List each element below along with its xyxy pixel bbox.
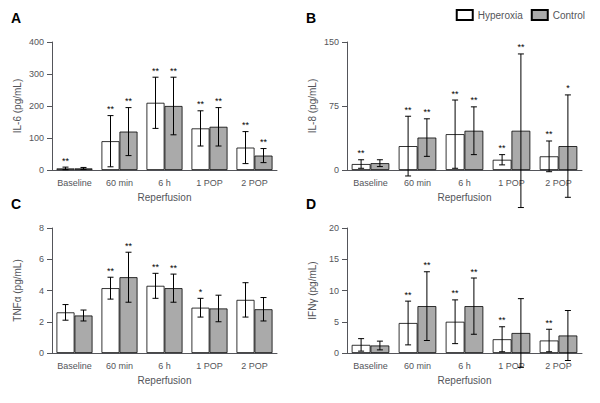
svg-text:*: * <box>566 83 570 93</box>
svg-text:400: 400 <box>29 37 44 47</box>
svg-text:150: 150 <box>324 37 339 47</box>
svg-text:**: ** <box>405 105 413 115</box>
svg-text:75: 75 <box>329 101 339 111</box>
svg-text:2: 2 <box>39 317 44 327</box>
svg-text:6 h: 6 h <box>458 178 471 188</box>
svg-text:Reperfusion: Reperfusion <box>438 375 492 386</box>
svg-text:5: 5 <box>334 317 339 327</box>
svg-text:1 POP: 1 POP <box>196 178 223 188</box>
svg-text:300: 300 <box>29 69 44 79</box>
svg-text:1 POP: 1 POP <box>498 177 525 188</box>
svg-text:Reperfusion: Reperfusion <box>438 192 492 203</box>
svg-text:60 min: 60 min <box>106 178 133 188</box>
svg-text:6 h: 6 h <box>158 178 171 188</box>
svg-text:IFNγ (pg/mL): IFNγ (pg/mL) <box>307 261 318 319</box>
svg-text:**: ** <box>152 66 160 76</box>
svg-text:**: ** <box>499 315 507 325</box>
svg-text:Baseline: Baseline <box>57 178 92 188</box>
svg-text:0: 0 <box>39 348 44 358</box>
svg-text:6 h: 6 h <box>158 361 171 371</box>
svg-text:**: ** <box>546 318 554 328</box>
svg-text:**: ** <box>405 290 413 300</box>
svg-text:60 min: 60 min <box>106 361 133 371</box>
svg-text:Control: Control <box>553 10 585 21</box>
svg-text:**: ** <box>170 263 178 273</box>
svg-text:B: B <box>306 10 316 26</box>
svg-text:2 POP: 2 POP <box>241 178 268 188</box>
svg-text:**: ** <box>423 107 431 117</box>
svg-text:**: ** <box>470 95 478 105</box>
svg-text:20: 20 <box>329 223 339 233</box>
svg-text:Baseline: Baseline <box>57 361 92 371</box>
svg-text:2 POP: 2 POP <box>545 177 572 188</box>
svg-text:**: ** <box>152 262 160 272</box>
svg-text:Reperfusion: Reperfusion <box>138 375 192 386</box>
svg-text:**: ** <box>107 266 115 276</box>
svg-text:**: ** <box>358 148 366 158</box>
svg-text:**: ** <box>499 143 507 153</box>
svg-text:TNFα (pg/mL): TNFα (pg/mL) <box>12 259 23 321</box>
svg-text:*: * <box>199 287 203 297</box>
svg-text:**: ** <box>452 89 460 99</box>
svg-text:60 min: 60 min <box>404 178 431 188</box>
svg-text:8: 8 <box>39 223 44 233</box>
svg-text:100: 100 <box>29 133 44 143</box>
svg-text:6: 6 <box>39 254 44 264</box>
svg-text:1 POP: 1 POP <box>498 360 525 371</box>
svg-text:0: 0 <box>334 348 339 358</box>
svg-text:**: ** <box>517 42 525 52</box>
svg-text:200: 200 <box>29 101 44 111</box>
svg-text:**: ** <box>423 260 431 270</box>
svg-text:IL-6 (pg/mL): IL-6 (pg/mL) <box>12 79 23 133</box>
svg-text:**: ** <box>107 104 115 114</box>
svg-text:Reperfusion: Reperfusion <box>138 192 192 203</box>
svg-text:**: ** <box>125 241 133 251</box>
svg-text:D: D <box>306 196 316 212</box>
svg-text:**: ** <box>470 267 478 277</box>
svg-text:**: ** <box>546 129 554 139</box>
svg-text:IL-8 (pg/mL): IL-8 (pg/mL) <box>307 79 318 133</box>
svg-text:**: ** <box>125 96 133 106</box>
svg-text:6 h: 6 h <box>458 361 471 371</box>
svg-text:**: ** <box>242 120 250 130</box>
svg-text:Baseline: Baseline <box>353 178 388 188</box>
svg-text:**: ** <box>452 288 460 298</box>
svg-text:1 POP: 1 POP <box>196 361 223 371</box>
svg-text:A: A <box>11 10 21 26</box>
svg-text:**: ** <box>260 137 268 147</box>
svg-text:60 min: 60 min <box>404 361 431 371</box>
svg-text:**: ** <box>170 66 178 76</box>
svg-text:0: 0 <box>39 165 44 175</box>
svg-text:Baseline: Baseline <box>353 361 388 371</box>
svg-text:2 POP: 2 POP <box>545 361 572 371</box>
svg-text:0: 0 <box>334 165 339 175</box>
svg-text:4: 4 <box>39 286 44 296</box>
svg-text:**: ** <box>62 156 70 166</box>
svg-text:15: 15 <box>329 254 339 264</box>
svg-text:Hyperoxia: Hyperoxia <box>478 10 523 21</box>
svg-text:**: ** <box>197 99 205 109</box>
svg-text:C: C <box>11 196 21 212</box>
svg-text:10: 10 <box>329 286 339 296</box>
svg-text:**: ** <box>215 96 223 106</box>
svg-text:2 POP: 2 POP <box>241 361 268 371</box>
